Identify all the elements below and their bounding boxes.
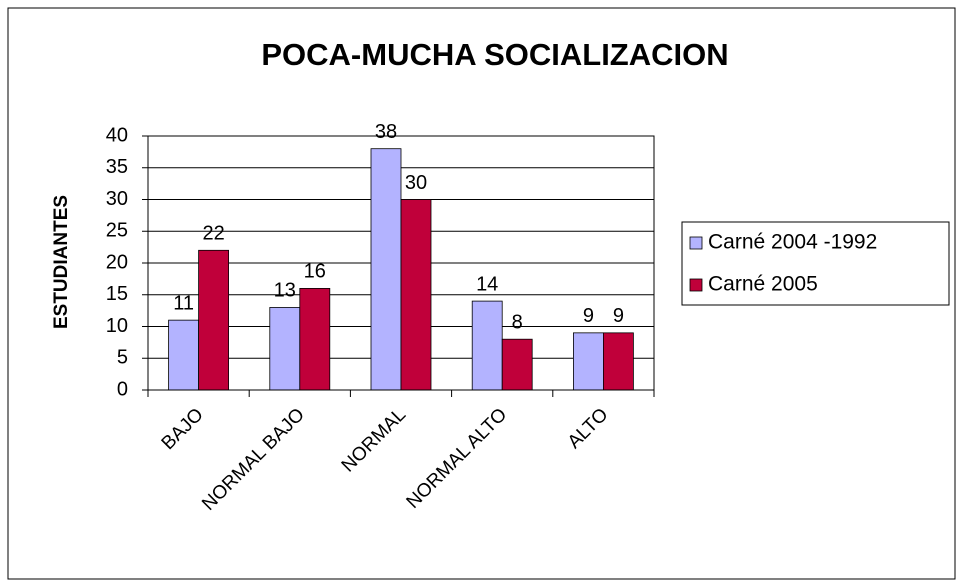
legend-swatch bbox=[689, 278, 703, 292]
bar bbox=[501, 338, 533, 391]
y-tick-label: 30 bbox=[106, 188, 128, 210]
legend-swatch bbox=[689, 236, 703, 250]
data-label: 16 bbox=[304, 261, 326, 283]
data-label: 38 bbox=[375, 121, 397, 143]
y-axis-label: ESTUDIANTES bbox=[51, 195, 72, 329]
data-label: 14 bbox=[476, 273, 498, 295]
bar bbox=[198, 249, 230, 391]
bar bbox=[370, 148, 402, 391]
data-label: 30 bbox=[405, 172, 427, 194]
y-tick-label: 15 bbox=[106, 283, 128, 305]
bar bbox=[299, 287, 331, 391]
data-label: 8 bbox=[512, 311, 523, 333]
bar bbox=[400, 199, 432, 391]
y-tick-label: 20 bbox=[106, 251, 128, 273]
bar bbox=[603, 332, 634, 391]
y-tick-label: 0 bbox=[117, 378, 128, 400]
bar bbox=[168, 319, 200, 391]
chart-title: POCA-MUCHA SOCIALIZACION bbox=[261, 37, 728, 72]
data-label: 11 bbox=[173, 292, 194, 314]
data-label: 9 bbox=[613, 305, 624, 327]
bar bbox=[269, 307, 301, 391]
data-label: 9 bbox=[583, 305, 594, 327]
y-tick-label: 35 bbox=[106, 156, 128, 178]
bar bbox=[573, 332, 604, 391]
bar bbox=[471, 300, 503, 391]
y-tick-label: 25 bbox=[106, 220, 128, 242]
y-tick-label: 5 bbox=[117, 347, 128, 369]
y-tick-label: 40 bbox=[106, 124, 128, 146]
legend-box bbox=[681, 221, 950, 306]
y-tick-label: 10 bbox=[106, 315, 128, 337]
legend-label: Carné 2005 bbox=[708, 273, 818, 296]
data-label: 13 bbox=[274, 280, 296, 302]
data-label: 22 bbox=[202, 223, 224, 245]
legend-label: Carné 2004 -1992 bbox=[708, 231, 877, 254]
